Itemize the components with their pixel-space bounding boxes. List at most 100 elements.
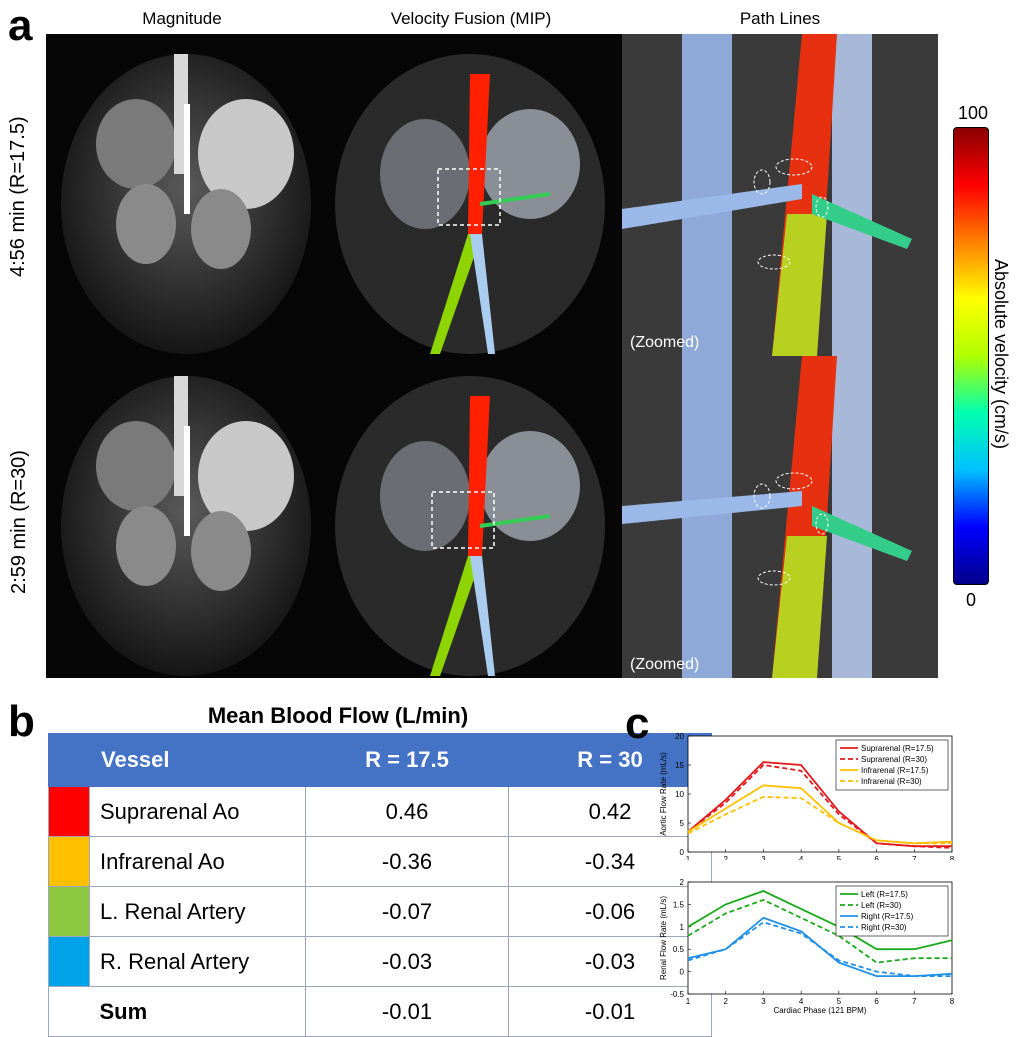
legend-label: Right (R=30) (861, 923, 907, 932)
y-tick-label: 0 (680, 848, 685, 857)
y-tick-label: 2 (680, 878, 685, 887)
row-title-r17-5: 4:56 min (R=17.5) (7, 116, 29, 277)
legend-label: Left (R=30) (861, 901, 902, 910)
path-lines-image-r17-5: (Zoomed) (622, 34, 938, 356)
flow-value-r30: -0.34 (508, 836, 712, 887)
legend-label: Right (R=17.5) (861, 912, 914, 921)
flow-value-r17-5: -0.36 (305, 836, 509, 887)
vessel-name: R. Renal Artery (89, 936, 306, 987)
y-axis-label: Renal Flow Rate (mL/s) (659, 896, 668, 980)
colorbar-title: Absolute velocity (cm/s) (991, 258, 1011, 450)
x-tick-label: 1 (686, 997, 691, 1006)
y-tick-label: 1.5 (673, 900, 685, 909)
series-line (687, 898, 952, 964)
x-tick-label: 7 (912, 997, 917, 1006)
series-line (687, 795, 952, 845)
x-tick-label: 6 (874, 997, 879, 1006)
column-title-path-lines: Path Lines (739, 9, 821, 28)
y-tick-label: 0 (680, 968, 685, 977)
velocity-fusion-drawing (335, 376, 605, 676)
vessel-color-swatch (48, 886, 90, 937)
vessel-color-swatch (48, 786, 90, 837)
y-tick-label: 15 (675, 761, 684, 770)
aortic-flow-chart: 1 2 3 4 5 6 7 8 0 5 10 15 20 Aortic Flow Rate (mL/s) S… (659, 732, 955, 860)
zoomed-label: (Zoomed) (630, 656, 700, 673)
colorbar-max-label: 100 (957, 103, 989, 123)
series-line (687, 764, 953, 849)
x-tick-label: 2 (723, 997, 728, 1006)
legend-label: Infrarenal (R=17.5) (861, 766, 929, 775)
panel-c-letter: c (625, 699, 650, 748)
x-tick-label: 5 (837, 855, 842, 860)
table-row: R. Renal Artery -0.03 -0.03 (48, 936, 712, 987)
table-row: L. Renal Artery -0.07 -0.06 (48, 886, 712, 937)
magnitude-drawing (61, 54, 311, 354)
x-tick-label: 4 (799, 997, 804, 1006)
y-tick-label: 0.5 (673, 945, 685, 954)
velocity-fusion-image-r30 (320, 356, 622, 678)
table-row: Suprarenal Ao 0.46 0.42 (48, 786, 712, 837)
path-lines-drawing (622, 34, 938, 356)
vessel-name: Infrarenal Ao (89, 836, 306, 887)
legend-label: Infrarenal (R=30) (861, 777, 922, 786)
vessel-color-swatch (48, 936, 90, 987)
table-header-row: Vessel R = 17.5 R = 30 (48, 733, 712, 787)
legend-label: Suprarenal (R=17.5) (861, 744, 934, 753)
x-tick-label: 6 (874, 855, 879, 860)
x-tick-label: 4 (799, 855, 804, 860)
velocity-fusion-drawing (335, 54, 605, 354)
x-tick-label: 5 (837, 997, 842, 1006)
header-vessel: Vessel (48, 733, 306, 787)
table-title: Mean Blood Flow (L/min) (207, 703, 469, 728)
flow-value-r17-5: -0.07 (305, 886, 509, 937)
x-axis-label: Cardiac Phase (121 BPM) (774, 1006, 867, 1015)
series-line (687, 784, 953, 845)
table-row: Sum -0.01 -0.01 (48, 986, 712, 1037)
x-tick-label: 8 (950, 997, 955, 1006)
x-tick-label: 3 (761, 997, 766, 1006)
flow-value-r17-5: 0.46 (305, 786, 509, 837)
vessel-color-swatch (48, 986, 90, 1037)
table-body: Suprarenal Ao 0.46 0.42 Infrarenal Ao -0.36-… (48, 786, 712, 1037)
x-tick-label: 1 (686, 855, 691, 860)
series-line (687, 890, 953, 951)
vessel-name: Suprarenal Ao (89, 786, 306, 837)
x-tick-label: 8 (950, 855, 955, 860)
panel-a-letter: a (8, 1, 33, 50)
series-line (687, 921, 952, 977)
magnitude-image-r30 (46, 356, 320, 678)
y-tick-label: 10 (675, 790, 684, 799)
blood-flow-table: Vessel R = 17.5 R = 30 Suprarenal Ao 0.46… (48, 733, 712, 1037)
magnitude-image-r17-5 (46, 34, 320, 356)
zoomed-label: (Zoomed) (630, 334, 700, 351)
y-tick-label: 20 (675, 732, 684, 741)
flow-value-r30: -0.06 (508, 886, 712, 937)
path-lines-drawing (622, 356, 938, 678)
x-tick-label: 3 (761, 855, 766, 860)
row-title-r30: 2:59 min (R=30) (8, 450, 30, 594)
renal-flow-chart: 1 2 3 4 5 6 7 8 -0.5 0 0.5 1 1.5 2 Renal Flow Rate (mL… (659, 878, 955, 1015)
y-axis-label: Aortic Flow Rate (mL/s) (659, 752, 668, 836)
flow-value-r17-5: -0.01 (305, 986, 509, 1037)
magnitude-drawing (61, 376, 311, 676)
y-tick-label: -0.5 (670, 990, 684, 999)
vessel-name: Sum (89, 986, 306, 1037)
path-lines-image-r30: (Zoomed) (622, 356, 938, 678)
legend-label: Suprarenal (R=30) (861, 755, 927, 764)
colorbar-min-label: 0 (965, 590, 976, 610)
flow-value-r17-5: -0.03 (305, 936, 509, 987)
panel-b-letter: b (8, 697, 35, 746)
x-tick-label: 2 (723, 855, 728, 860)
vessel-color-swatch (48, 836, 90, 887)
colorbar (953, 127, 989, 585)
legend-label: Left (R=17.5) (861, 890, 908, 899)
column-title-velocity-fusion: Velocity Fusion (MIP) (390, 9, 552, 28)
table-row: Infrarenal Ao -0.36 -0.34 (48, 836, 712, 887)
vessel-name: L. Renal Artery (89, 886, 306, 937)
y-tick-label: 1 (680, 923, 685, 932)
column-title-magnitude: Magnitude (142, 9, 222, 28)
x-tick-label: 7 (912, 855, 917, 860)
header-r30: R = 30 (508, 733, 712, 787)
header-r17-5: R = 17.5 (305, 733, 509, 787)
y-tick-label: 5 (680, 819, 685, 828)
